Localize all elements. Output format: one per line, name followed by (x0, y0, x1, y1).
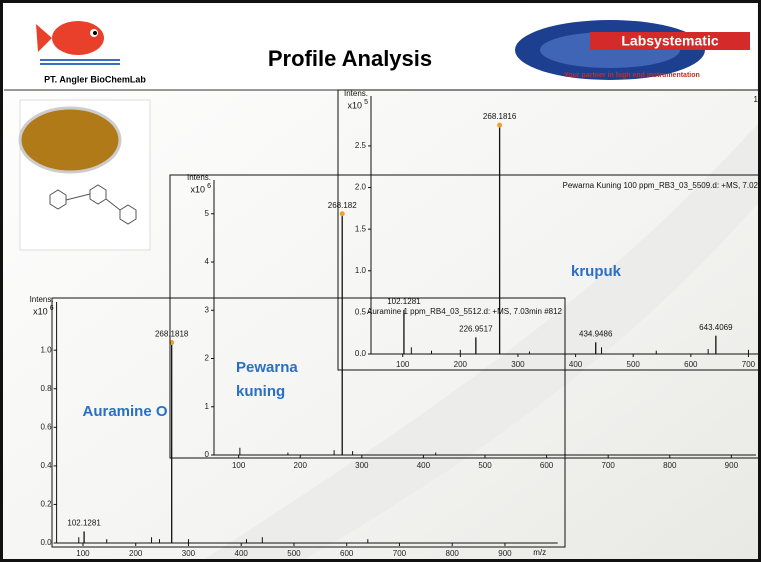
peak-marker (497, 122, 503, 128)
logo-right: Labsystematic (621, 33, 718, 49)
y-tick-label: 4 (205, 257, 210, 266)
x-tick-label: 500 (287, 549, 301, 558)
labsystematic-logo (515, 20, 750, 80)
logo-left: PT. Angler BioChemLab (44, 74, 146, 84)
y-scale: x10 (347, 100, 362, 110)
y-label: Intens. (187, 173, 211, 182)
y-tick-label: 0.8 (40, 384, 52, 393)
charts: Auramine 1 ppm_RB4_03_5512.d: +MS, 7.03m… (30, 89, 761, 558)
y-exponent: 6 (50, 305, 54, 312)
annotation: krupuk (571, 263, 622, 280)
x-tick-label: 400 (235, 549, 249, 558)
annotation: kuning (236, 383, 285, 400)
annotation: Auramine O (82, 403, 167, 420)
fish-logo (36, 21, 120, 65)
x-tick-label: 600 (540, 461, 554, 470)
chemical-structure (49, 184, 137, 225)
y-tick-label: 0 (205, 450, 210, 459)
x-tick-label: 600 (340, 549, 354, 558)
y-tick-label: 3 (205, 305, 210, 314)
x-tick-label: 200 (129, 549, 143, 558)
y-label: Intens. (30, 295, 54, 304)
peak-label: 643.4069 (699, 323, 733, 332)
x-tick-label: 100 (76, 549, 90, 558)
y-label: Intens. (344, 89, 368, 98)
y-exponent: 6 (207, 183, 211, 190)
peak-label: 268.1816 (483, 112, 517, 121)
slide-title: Profile Analysis (268, 46, 432, 71)
chart-title: 1 (754, 95, 759, 104)
y-scale: x10 (190, 184, 205, 194)
x-tick-label: 300 (511, 360, 525, 369)
peak-label: 268.1818 (155, 330, 189, 339)
y-tick-label: 0.6 (40, 422, 52, 431)
x-tick-label: 900 (498, 549, 512, 558)
x-tick-label: 800 (663, 461, 677, 470)
y-tick-label: 0.4 (40, 461, 52, 470)
chart-title: Auramine 1 ppm_RB4_03_5512.d: +MS, 7.03m… (367, 307, 563, 316)
x-tick-label: 300 (355, 461, 369, 470)
x-tick-label: 900 (725, 461, 739, 470)
x-tick-label: 800 (446, 549, 460, 558)
x-tick-label: 200 (454, 360, 468, 369)
y-tick-label: 0.0 (40, 538, 52, 547)
x-tick-label: 500 (478, 461, 492, 470)
y-tick-label: 0.5 (355, 307, 367, 316)
y-tick-label: 1 (205, 402, 210, 411)
y-tick-label: 0.0 (355, 349, 367, 358)
annotation: Pewarna (236, 359, 298, 376)
x-tick-label: 700 (742, 360, 756, 369)
peak-label: 434.9486 (579, 329, 613, 338)
y-tick-label: 2.5 (355, 141, 367, 150)
chart-frame (169, 174, 761, 459)
y-tick-label: 0.2 (40, 500, 52, 509)
y-tick-label: 1.0 (40, 345, 52, 354)
peak-label: 102.1281 (67, 519, 101, 528)
chart-frame (337, 89, 761, 371)
chart-frame (51, 297, 566, 548)
y-tick-label: 1.0 (355, 266, 367, 275)
x-tick-label: 100 (232, 461, 246, 470)
x-tick-label: 600 (684, 360, 698, 369)
x-tick-label: 400 (417, 461, 431, 470)
y-tick-label: 2 (205, 354, 210, 363)
logo-tagline: Your partner in high end instrumentation (564, 72, 700, 79)
peak-marker (339, 211, 345, 217)
x-label: m/z (533, 548, 546, 557)
y-tick-label: 1.5 (355, 224, 367, 233)
chart-title: Pewarna Kuning 100 ppm_RB3_03_5509.d: +M… (563, 181, 759, 190)
y-tick-label: 5 (205, 209, 210, 218)
y-tick-label: 2.0 (355, 183, 367, 192)
peak-label: 268.182 (328, 201, 357, 210)
sample-photo (18, 106, 122, 174)
x-tick-label: 700 (393, 549, 407, 558)
x-tick-label: 100 (396, 360, 410, 369)
peak-label: 102.1281 (387, 297, 421, 306)
y-exponent: 5 (364, 99, 368, 106)
y-scale: x10 (33, 306, 48, 316)
peak-label: 226.9517 (459, 324, 493, 333)
x-tick-label: 200 (294, 461, 308, 470)
x-tick-label: 300 (182, 549, 196, 558)
x-tick-label: 400 (569, 360, 583, 369)
x-tick-label: 500 (627, 360, 641, 369)
x-tick-label: 700 (602, 461, 616, 470)
